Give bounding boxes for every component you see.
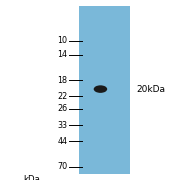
Text: 70: 70 xyxy=(57,162,68,171)
Bar xyxy=(79,6,130,174)
Text: 33: 33 xyxy=(57,121,68,130)
Text: 22: 22 xyxy=(57,92,68,101)
Text: 44: 44 xyxy=(57,137,68,146)
Text: 20kDa: 20kDa xyxy=(136,85,165,94)
Text: 18: 18 xyxy=(57,76,68,85)
Text: 14: 14 xyxy=(57,50,68,59)
Text: kDa: kDa xyxy=(23,176,40,180)
Ellipse shape xyxy=(94,85,107,93)
Text: 26: 26 xyxy=(57,104,68,113)
Text: 10: 10 xyxy=(57,36,68,45)
